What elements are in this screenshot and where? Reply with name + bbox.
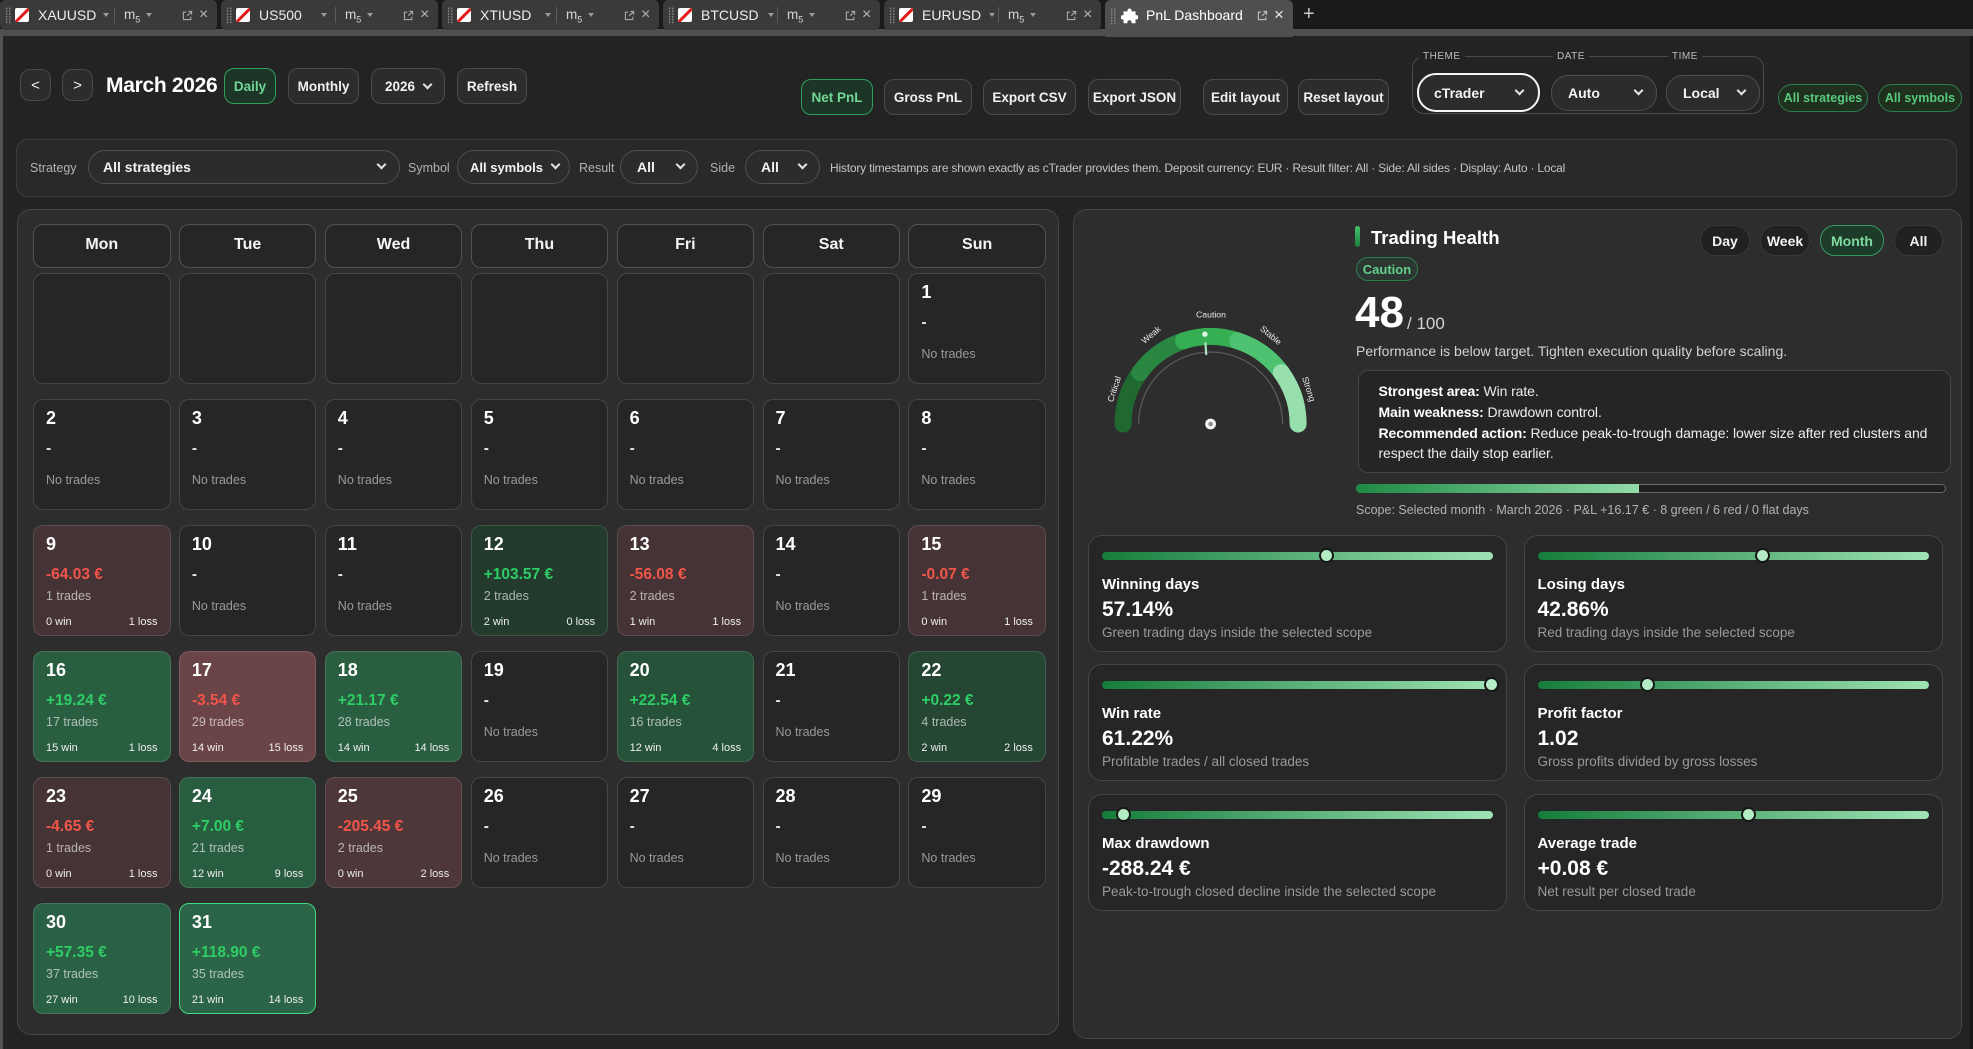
svg-text:Caution: Caution [1196,310,1226,320]
svg-text:Weak: Weak [1139,323,1163,345]
